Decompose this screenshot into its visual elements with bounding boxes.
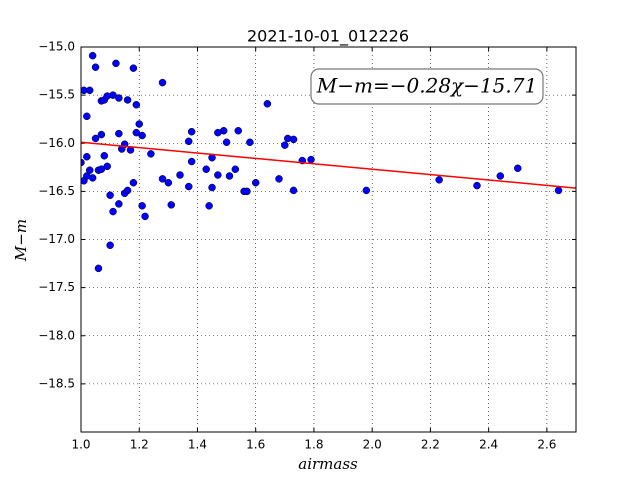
point: [214, 171, 222, 179]
point: [275, 175, 283, 183]
point: [187, 157, 196, 166]
chart-title: 2021-10-01_012226: [247, 27, 409, 47]
point: [202, 165, 210, 173]
point: [83, 112, 91, 121]
x-tick-label: 2.4: [479, 438, 498, 452]
x-tick-label: 1.6: [246, 438, 265, 452]
data-layer: [81, 51, 576, 273]
x-tick-label: 1.8: [304, 438, 323, 452]
point: [243, 187, 251, 196]
point: [554, 186, 563, 195]
point: [138, 202, 146, 210]
x-tick-label: 2.0: [363, 438, 382, 452]
point: [473, 181, 481, 190]
annotation: M−m=−0.28χ−15.71: [316, 74, 537, 98]
point: [103, 162, 111, 171]
annotation-box: [310, 68, 544, 105]
point: [225, 172, 234, 180]
point: [167, 201, 176, 209]
fit-line: [81, 141, 576, 189]
y-tick-label: −15.0: [38, 40, 75, 54]
point: [91, 63, 100, 71]
point: [263, 100, 272, 108]
point: [123, 186, 132, 195]
point: [83, 152, 91, 161]
point: [147, 150, 155, 158]
y-tick-label: −18.0: [38, 328, 75, 342]
point: [307, 155, 315, 164]
point: [112, 59, 120, 68]
y-tick-label: −16.5: [38, 184, 75, 198]
point: [231, 165, 240, 173]
point: [246, 138, 254, 147]
x-tick-label: 2.2: [421, 438, 440, 452]
point: [435, 176, 443, 184]
plot-frame: [80, 46, 577, 433]
point: [141, 212, 149, 221]
point: [158, 78, 167, 87]
point: [496, 172, 505, 180]
point: [251, 178, 260, 187]
point: [85, 166, 94, 174]
point: [289, 135, 298, 144]
point: [129, 178, 138, 187]
point: [81, 158, 85, 167]
point: [115, 200, 123, 208]
point: [158, 175, 167, 183]
point: [164, 178, 173, 187]
point: [514, 164, 522, 173]
point: [362, 186, 371, 195]
point: [109, 207, 117, 216]
y-tick-label: −15.5: [38, 88, 75, 102]
x-tick-label: 2.6: [537, 438, 556, 452]
point: [289, 186, 298, 195]
y-tick-label: −16.0: [38, 136, 75, 150]
x-axis-label: airmass: [298, 455, 358, 473]
point: [184, 182, 193, 191]
point: [106, 191, 114, 199]
x-tick-label: 1.2: [130, 438, 149, 452]
point: [208, 183, 216, 192]
y-tick-label: −17.5: [38, 280, 75, 294]
point: [176, 171, 184, 179]
point: [100, 152, 109, 160]
point: [132, 101, 141, 109]
point: [94, 264, 103, 273]
point: [184, 137, 193, 146]
x-tick-label: 1.0: [71, 438, 90, 452]
point: [205, 202, 213, 210]
point: [281, 141, 289, 149]
x-tick-label: 1.4: [188, 438, 207, 452]
y-tick-label: −17.0: [38, 232, 75, 246]
point: [97, 130, 106, 139]
point: [85, 86, 94, 95]
point: [219, 126, 228, 135]
point: [88, 174, 97, 182]
point: [138, 131, 146, 140]
y-axis-label: M−m: [12, 219, 30, 262]
point: [115, 129, 123, 138]
y-tick-label: −18.5: [38, 376, 75, 390]
point: [106, 241, 114, 250]
point: [187, 127, 196, 136]
point: [91, 134, 100, 143]
point: [115, 94, 123, 102]
point: [88, 51, 97, 60]
point: [129, 64, 138, 72]
point: [222, 138, 231, 147]
point: [123, 96, 132, 104]
point: [234, 126, 242, 135]
point: [135, 120, 143, 128]
